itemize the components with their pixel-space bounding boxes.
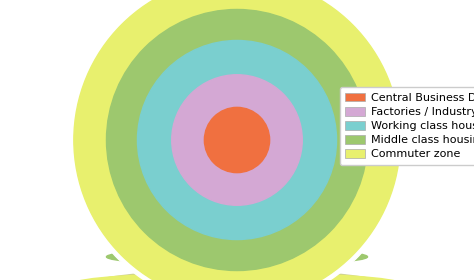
Circle shape	[167, 70, 307, 210]
Ellipse shape	[74, 273, 400, 280]
Circle shape	[133, 36, 341, 244]
Circle shape	[107, 10, 367, 270]
Circle shape	[172, 75, 302, 205]
Legend: Central Business District (CBD), Factories / Industry, Working class housing, Mi: Central Business District (CBD), Factori…	[340, 87, 474, 165]
Circle shape	[74, 0, 400, 280]
Ellipse shape	[137, 225, 337, 238]
Ellipse shape	[74, 270, 400, 280]
Circle shape	[69, 0, 405, 280]
Ellipse shape	[107, 248, 367, 265]
Ellipse shape	[172, 199, 302, 207]
Circle shape	[137, 41, 337, 239]
Circle shape	[101, 4, 373, 276]
Circle shape	[204, 107, 270, 173]
Circle shape	[200, 102, 274, 178]
Ellipse shape	[204, 174, 270, 179]
